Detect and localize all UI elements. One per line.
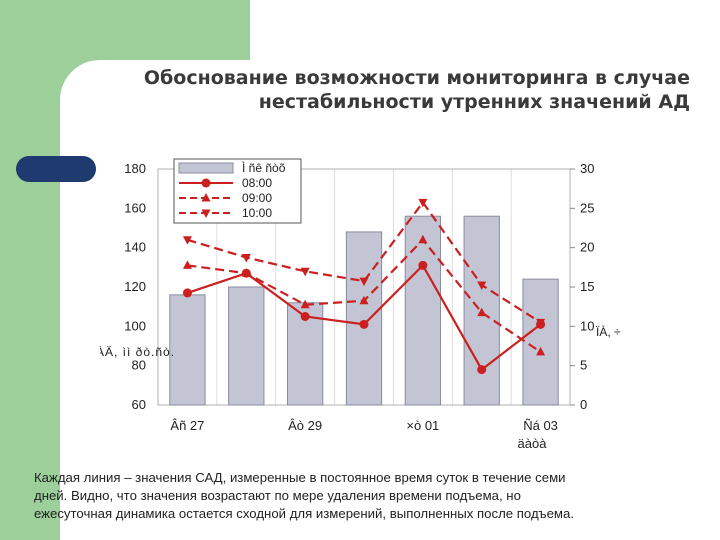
- legend-label: Ì ñê ñòõ: [242, 160, 286, 175]
- data-point: [359, 277, 369, 287]
- left-axis-tick-label: 180: [124, 161, 146, 176]
- data-point: [182, 260, 192, 269]
- bar: [345, 231, 383, 406]
- legend-label: 08:00: [242, 176, 272, 190]
- title-line-2: нестабильности утренних значений АД: [258, 91, 690, 113]
- legend-label: 09:00: [242, 191, 272, 205]
- data-point: [241, 254, 251, 263]
- left-axis-tick-label: 140: [124, 240, 146, 255]
- caption-line-3: ежесуточная динамика остается сходной дл…: [34, 506, 574, 521]
- data-point: [201, 178, 211, 188]
- data-point: [477, 307, 487, 317]
- data-point: [300, 299, 310, 309]
- title-line-1: Обоснование возможности мониторинга в сл…: [143, 67, 690, 89]
- legend-label: 10:00: [242, 206, 272, 220]
- right-axis-label: ÏÀ, ÷: [596, 324, 621, 339]
- x-axis-tick-label: ×ò 01: [406, 418, 439, 433]
- right-axis-tick-label: 30: [580, 161, 594, 176]
- x-axis-tick-label: Âñ 27: [170, 418, 204, 433]
- x-axis-tick-label: Âò 29: [288, 418, 322, 433]
- chart-svg: 60 80 100 120 140 160 180 0 5 10 15 20 25 30 Âñ 27 Âò 2…: [100, 158, 621, 451]
- data-point: [418, 260, 428, 270]
- data-point: [182, 288, 192, 298]
- x-axis-label: äàòà: [518, 436, 548, 451]
- slide-title: Обоснование возможности мониторинга в сл…: [80, 66, 690, 114]
- left-axis-tick-label: 160: [124, 200, 146, 215]
- data-point: [201, 193, 211, 202]
- chart: 60 80 100 120 140 160 180 0 5 10 15 20 25 30 Âñ 27 Âò 2…: [100, 155, 640, 455]
- legend-swatch-bar: [178, 162, 234, 174]
- data-point: [359, 295, 369, 305]
- data-point: [536, 346, 546, 356]
- data-point: [359, 319, 369, 329]
- data-point: [182, 236, 192, 245]
- decorative-blue-tab: [16, 156, 96, 182]
- caption-line-1: Каждая линия – значения САД, измеренные …: [34, 470, 566, 485]
- left-axis-tick-label: 60: [132, 397, 146, 412]
- right-axis-tick-label: 10: [580, 318, 594, 333]
- data-point: [418, 198, 428, 208]
- bar: [404, 215, 442, 406]
- bar: [522, 278, 559, 406]
- right-axis-tick-label: 15: [580, 279, 594, 294]
- data-point: [201, 209, 211, 218]
- left-axis-tick-label: 120: [124, 279, 146, 294]
- data-point: [477, 365, 487, 375]
- data-point: [241, 268, 251, 277]
- data-point: [536, 318, 546, 328]
- data-point: [300, 312, 310, 321]
- x-axis-tick-label: Ñá 03: [523, 418, 558, 433]
- right-axis-tick-label: 20: [580, 240, 594, 255]
- left-axis-tick-label: 100: [124, 318, 146, 333]
- left-axis-label: ÀÄ, ìì ðò.ñò.: [100, 344, 175, 359]
- data-point: [418, 234, 428, 244]
- left-axis-tick-label: 80: [132, 358, 146, 373]
- slide-caption: Каждая линия – значения САД, измеренные …: [34, 469, 694, 523]
- right-axis-tick-label: 25: [580, 200, 594, 215]
- data-point: [300, 267, 310, 277]
- caption-line-2: дней. Видно, что значения возрастают по …: [34, 488, 521, 503]
- bar: [169, 294, 206, 406]
- right-axis-tick-label: 5: [580, 358, 587, 373]
- bar: [228, 286, 265, 406]
- data-point: [477, 281, 487, 291]
- right-axis-tick-label: 0: [580, 397, 587, 412]
